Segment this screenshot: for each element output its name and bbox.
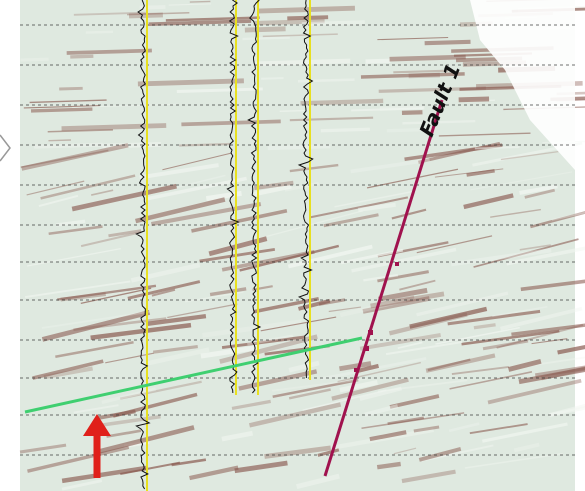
reflector bbox=[287, 17, 328, 18]
reflector bbox=[129, 15, 163, 16]
reflector bbox=[245, 29, 286, 30]
reflector bbox=[190, 1, 211, 2]
reflector bbox=[459, 99, 489, 100]
reflector bbox=[31, 109, 92, 111]
reflector bbox=[242, 38, 289, 39]
reflector bbox=[59, 88, 82, 89]
reflector bbox=[425, 42, 471, 43]
reflector bbox=[261, 78, 283, 79]
reflector bbox=[70, 56, 93, 57]
reflector bbox=[67, 50, 152, 53]
reflector bbox=[138, 81, 244, 84]
reflector bbox=[366, 61, 391, 62]
reflector bbox=[268, 146, 331, 148]
chevron bbox=[0, 135, 10, 161]
seismic-section: Fault 1 bbox=[0, 0, 585, 491]
reflector bbox=[298, 80, 355, 82]
reflector bbox=[48, 140, 71, 141]
reflector bbox=[280, 111, 305, 112]
reflector bbox=[321, 129, 370, 130]
reflector bbox=[21, 59, 49, 60]
reflector bbox=[390, 57, 466, 59]
reflector bbox=[300, 101, 383, 103]
reflector bbox=[302, 22, 365, 24]
reflector bbox=[380, 107, 424, 108]
reflector bbox=[86, 32, 113, 33]
reflector bbox=[255, 61, 350, 64]
reflector bbox=[62, 125, 167, 128]
page: {"annotations": {"fault_label": "Fault 1… bbox=[0, 0, 585, 491]
reflector bbox=[402, 112, 422, 113]
reflector bbox=[179, 144, 230, 146]
